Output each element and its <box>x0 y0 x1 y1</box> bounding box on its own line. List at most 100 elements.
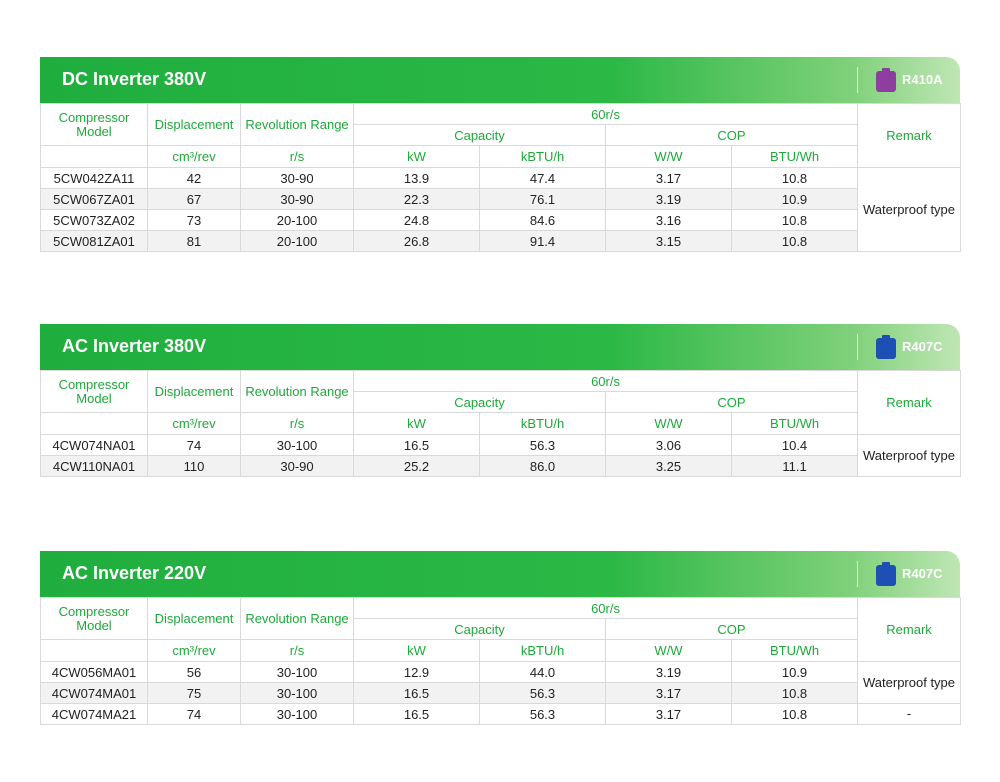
table-cell: 12.9 <box>353 661 480 683</box>
compressor-model-header: Compressor Model <box>40 370 148 413</box>
spec-table: Compressor Model Displacement Revolution R… <box>40 103 962 252</box>
table-cell: 3.15 <box>605 230 732 252</box>
header-row: Capacity COP <box>41 124 961 146</box>
displacement-header: Displacement <box>147 370 241 413</box>
unit-cell: r/s <box>240 412 354 435</box>
table-cell: 42 <box>147 167 241 189</box>
table-cell: 44.0 <box>479 661 606 683</box>
cylinder-body <box>876 565 896 586</box>
table-cell: 20-100 <box>240 209 354 231</box>
table-cell: 3.06 <box>605 434 732 456</box>
table-cell: 30-90 <box>240 188 354 210</box>
table-cell: 4CW056MA01 <box>40 661 148 683</box>
table-cell: 26.8 <box>353 230 480 252</box>
table-cell: 22.3 <box>353 188 480 210</box>
table-cell: 30-90 <box>240 167 354 189</box>
speed-header: 60r/s <box>352 597 859 619</box>
table-cell: 5CW042ZA11 <box>40 167 148 189</box>
section-header: DC Inverter 380V R410A <box>40 57 960 103</box>
table-cell: 4CW074MA01 <box>40 682 148 704</box>
unit-cell-empty <box>40 412 148 435</box>
unit-cell: BTU/Wh <box>730 639 859 662</box>
remark-cell: Waterproof type <box>857 167 962 252</box>
table-cell: 30-100 <box>240 703 354 725</box>
table-cell: 56 <box>147 661 241 683</box>
table-cell: 5CW081ZA01 <box>40 230 148 252</box>
table-cell: 10.8 <box>730 209 859 231</box>
unit-cell: kBTU/h <box>479 639 606 662</box>
refrigerant-label: R407C <box>902 566 943 581</box>
unit-cell-empty <box>40 145 148 168</box>
unit-cell: kW <box>353 412 480 435</box>
table-cell: 3.25 <box>605 455 732 477</box>
header-divider <box>857 334 858 360</box>
capacity-header: Capacity <box>353 618 606 640</box>
table-cell: 30-90 <box>240 455 354 477</box>
table-cell: 4CW110NA01 <box>40 455 148 477</box>
table-cell: 5CW067ZA01 <box>40 188 148 210</box>
displacement-header: Displacement <box>147 597 241 640</box>
section-title: AC Inverter 220V <box>62 563 207 583</box>
table-cell: 47.4 <box>479 167 606 189</box>
units-row: cm³/rev r/s kW kBTU/h W/W BTU/Wh <box>40 412 961 435</box>
table-row: 5CW042ZA11 42 30-90 13.9 47.4 3.17 10.8 Waterpr… <box>40 167 962 252</box>
table-cell: 16.5 <box>353 682 480 704</box>
table-cell: 10.8 <box>730 703 859 725</box>
remark-header: Remark <box>857 370 962 435</box>
table-cell: 75 <box>147 682 241 704</box>
table-cell: 84.6 <box>479 209 606 231</box>
header-row: Capacity COP <box>41 391 961 413</box>
table-row: 4CW074NA01 74 30-100 16.5 56.3 3.06 10.4 Waterp… <box>40 434 962 477</box>
unit-cell: r/s <box>240 145 354 168</box>
refrigerant-cylinder-icon <box>876 335 896 359</box>
unit-cell-empty <box>40 639 148 662</box>
remark-cell: Waterproof type <box>857 434 962 477</box>
section-title: AC Inverter 380V <box>62 336 207 356</box>
unit-cell: W/W <box>605 412 732 435</box>
compressor-model-header: Compressor Model <box>40 597 148 640</box>
spec-table: Compressor Model Displacement Revolution R… <box>40 370 962 477</box>
table-cell: 4CW074MA21 <box>40 703 148 725</box>
unit-cell: cm³/rev <box>147 412 241 435</box>
table-row: 5CW067ZA01 67 30-90 22.3 76.1 3.19 10.9 <box>40 188 961 210</box>
table-row: 5CW081ZA01 81 20-100 26.8 91.4 3.15 10.8 <box>40 230 961 252</box>
remark-header: Remark <box>857 103 962 168</box>
table-cell: 3.17 <box>605 682 732 704</box>
cylinder-body <box>876 71 896 92</box>
table-cell: 24.8 <box>353 209 480 231</box>
table-cell: 10.8 <box>730 682 859 704</box>
table-row: 4CW056MA01 56 30-100 12.9 44.0 3.19 10.9 Waterp… <box>40 661 962 704</box>
table-cell: 10.4 <box>730 434 859 456</box>
table-cell: 20-100 <box>240 230 354 252</box>
table-cell: 11.1 <box>730 455 859 477</box>
remark-cell: Waterproof type <box>857 661 962 704</box>
table-cell: 3.17 <box>605 703 732 725</box>
table-row: 5CW073ZA02 73 20-100 24.8 84.6 3.16 10.8 <box>40 209 961 231</box>
table-cell: 10.8 <box>730 230 859 252</box>
header-row: Compressor Model Displacement Revolution R… <box>40 370 962 435</box>
table-cell: 16.5 <box>353 434 480 456</box>
revolution-range-header: Revolution Range <box>240 103 354 146</box>
table-cell: 10.9 <box>730 661 859 683</box>
cop-header: COP <box>604 391 859 413</box>
unit-cell: kW <box>353 145 480 168</box>
table-cell: 74 <box>147 434 241 456</box>
refrigerant-label: R410A <box>902 72 943 87</box>
unit-cell: W/W <box>605 639 732 662</box>
cylinder-cap <box>882 562 890 566</box>
table-cell: 30-100 <box>240 682 354 704</box>
spec-table-section: AC Inverter 220V R407C Compressor Model Dis… <box>40 551 962 725</box>
table-cell: 86.0 <box>479 455 606 477</box>
table-cell: 3.17 <box>605 167 732 189</box>
table-cell: 67 <box>147 188 241 210</box>
table-cell: 81 <box>147 230 241 252</box>
cylinder-cap <box>882 68 890 72</box>
table-cell: 56.3 <box>479 682 606 704</box>
refrigerant-cylinder-icon <box>876 68 896 92</box>
table-cell: 25.2 <box>353 455 480 477</box>
remark-header: Remark <box>857 597 962 662</box>
spec-table: Compressor Model Displacement Revolution R… <box>40 597 962 725</box>
unit-cell: r/s <box>240 639 354 662</box>
table-row: 4CW074MA01 75 30-100 16.5 56.3 3.17 10.8 <box>40 682 961 704</box>
cylinder-cap <box>882 335 890 339</box>
